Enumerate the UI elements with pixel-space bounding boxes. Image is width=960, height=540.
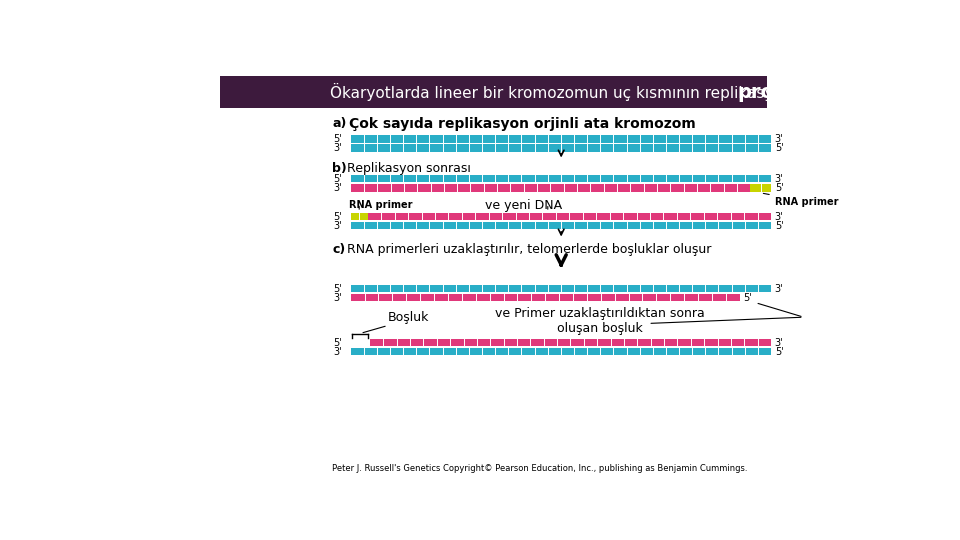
Text: RNA primer: RNA primer [763,193,838,206]
Text: RNA primer: RNA primer [349,200,413,211]
Text: RNA primerleri uzaklaştırılır, telomerlerde boşluklar oluşur: RNA primerleri uzaklaştırılır, telomerle… [347,244,711,256]
Text: Ökaryotlarda lineer bir kromozomun uç kısmının replikasyon: Ökaryotlarda lineer bir kromozomun uç kı… [330,83,797,102]
Bar [350,285,771,292]
Text: 3': 3' [333,183,342,193]
Bar [350,222,771,230]
Bar [750,184,771,192]
Text: Peter J. Russell's Genetics Copyright© Pearson Education, Inc., publishing as Be: Peter J. Russell's Genetics Copyright© P… [332,464,748,472]
Text: ve Primer uzaklaştırıldıktan sonra
oluşan boşluk: ve Primer uzaklaştırıldıktan sonra oluşa… [495,307,705,335]
Text: c): c) [332,244,346,256]
Text: 3': 3' [775,174,783,184]
Bar [350,175,771,183]
Text: 5': 5' [333,134,342,144]
Bar [350,294,740,301]
Text: Replikasyon sonrası: Replikasyon sonrası [347,162,470,176]
Text: 5': 5' [775,183,783,193]
Bar [350,184,750,192]
Text: 3': 3' [775,212,783,221]
Text: 5': 5' [333,212,342,221]
Text: 5': 5' [775,221,783,231]
Text: 5': 5' [775,143,783,153]
Text: 5': 5' [743,293,753,302]
Text: problemi: problemi [737,83,835,102]
Text: ve yeni DNA: ve yeni DNA [485,199,562,212]
Text: 5': 5' [333,284,342,294]
Text: 3': 3' [333,347,342,357]
Text: 3': 3' [775,338,783,348]
Bar [370,339,771,346]
Text: a): a) [332,117,347,130]
Text: Çok sayıda replikasyon orjinli ata kromozom: Çok sayıda replikasyon orjinli ata kromo… [349,117,696,131]
Text: 5': 5' [333,174,342,184]
Bar [350,135,771,143]
Text: 3': 3' [333,143,342,153]
Text: 5': 5' [333,338,342,348]
Text: 3': 3' [775,284,783,294]
Text: 3': 3' [333,293,342,302]
Text: 5': 5' [775,347,783,357]
Text: Boşluk: Boşluk [388,310,429,323]
Bar [350,213,368,220]
Bar [368,213,771,220]
Bar [350,348,771,355]
Text: 3': 3' [775,134,783,144]
Bar [350,144,771,152]
FancyBboxPatch shape [221,76,767,109]
Text: b): b) [332,162,347,176]
Text: 3': 3' [333,221,342,231]
